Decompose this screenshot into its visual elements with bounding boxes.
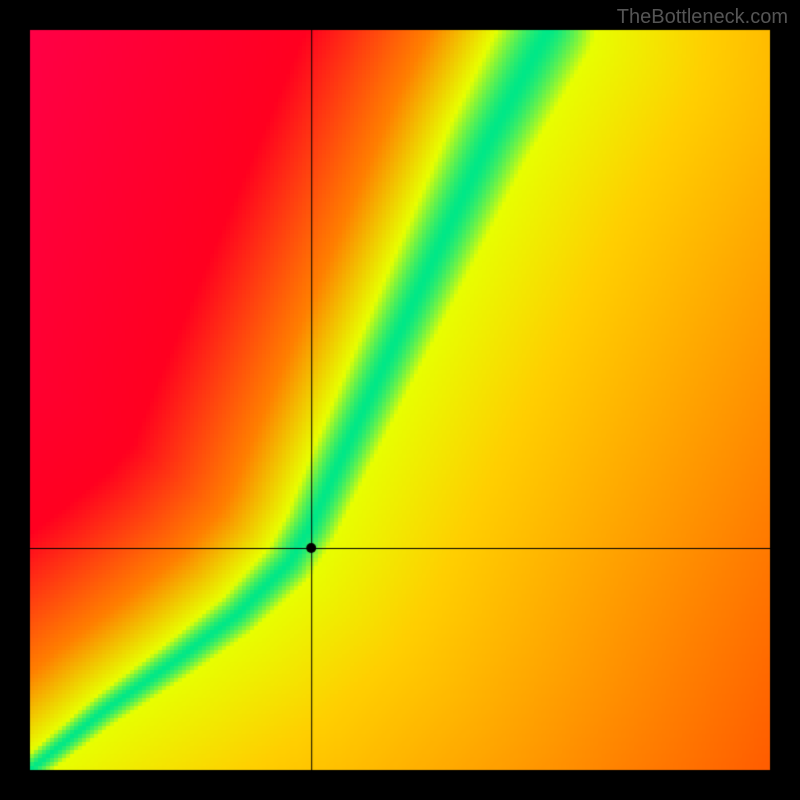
heatmap-canvas bbox=[0, 0, 800, 800]
watermark-text: TheBottleneck.com bbox=[617, 6, 788, 29]
chart-container: TheBottleneck.com bbox=[0, 0, 800, 800]
